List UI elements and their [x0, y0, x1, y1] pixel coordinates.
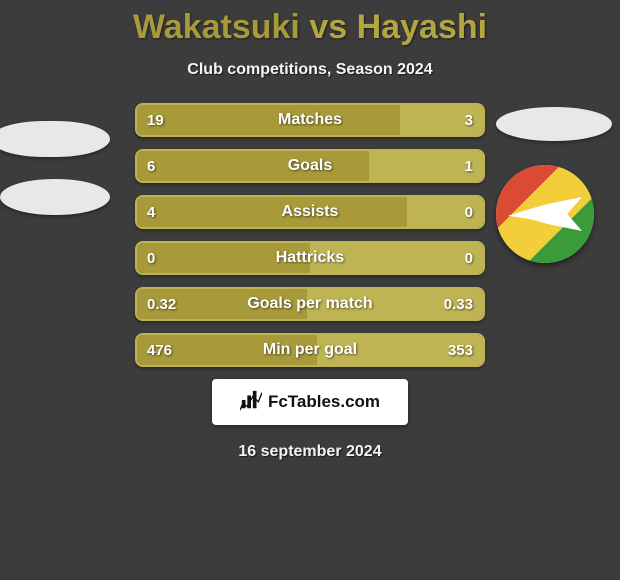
stat-value-right: 0 [455, 197, 483, 227]
title-player1: Wakatsuki [133, 8, 300, 46]
comparison-stage: Matches193Goals61Assists40Hattricks00Goa… [0, 103, 620, 461]
title-player2: Hayashi [357, 8, 487, 46]
stat-row: Goals per match0.320.33 [135, 287, 485, 321]
stat-row: Matches193 [135, 103, 485, 137]
bar-left-fill [137, 105, 400, 135]
bars-logo-icon [240, 389, 262, 416]
stat-value-right: 3 [455, 105, 483, 135]
stat-row: Hattricks00 [135, 241, 485, 275]
stat-row: Min per goal476353 [135, 333, 485, 367]
stat-value-left: 0.32 [137, 289, 186, 319]
comparison-bars: Matches193Goals61Assists40Hattricks00Goa… [135, 103, 485, 367]
header: Wakatsuki vs Hayashi Club competitions, … [0, 0, 620, 79]
stat-value-right: 353 [438, 335, 483, 365]
source-badge: FcTables.com [212, 379, 408, 425]
bar-left-fill [137, 197, 407, 227]
bar-left-fill [137, 151, 369, 181]
stat-value-left: 476 [137, 335, 182, 365]
stat-value-left: 6 [137, 151, 165, 181]
placeholder-oval-icon [0, 121, 110, 157]
left-player-graphic [0, 103, 130, 215]
club-badge-icon [496, 165, 594, 263]
stat-row: Goals61 [135, 149, 485, 183]
stat-value-right: 1 [455, 151, 483, 181]
stat-value-right: 0 [455, 243, 483, 273]
title-vs: vs [309, 8, 347, 46]
stat-value-left: 19 [137, 105, 174, 135]
placeholder-oval-icon [0, 179, 110, 215]
source-text: FcTables.com [268, 392, 380, 412]
right-player-graphic [496, 103, 620, 263]
stat-value-left: 4 [137, 197, 165, 227]
subtitle: Club competitions, Season 2024 [0, 61, 620, 79]
stat-value-right: 0.33 [434, 289, 483, 319]
date-line: 16 september 2024 [0, 443, 620, 461]
stat-value-left: 0 [137, 243, 165, 273]
page-title: Wakatsuki vs Hayashi [0, 8, 620, 47]
placeholder-oval-icon [496, 107, 612, 141]
stat-row: Assists40 [135, 195, 485, 229]
